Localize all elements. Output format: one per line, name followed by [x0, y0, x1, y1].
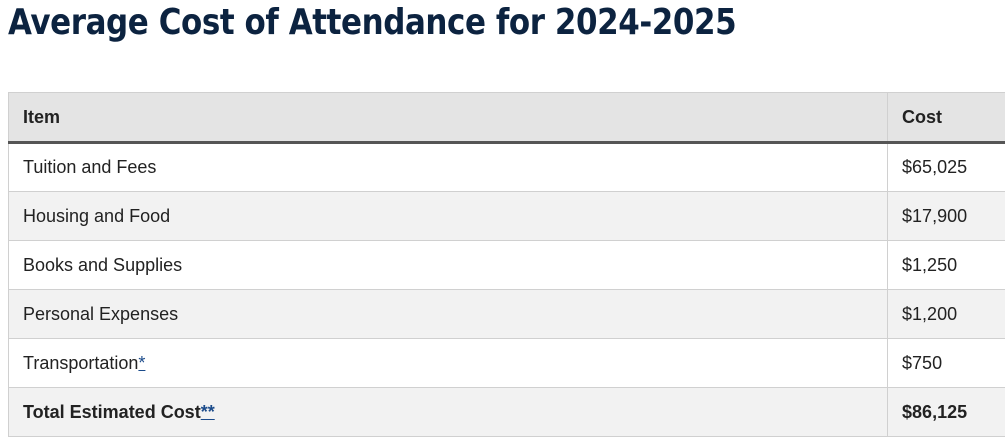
cost-cell: $17,900 [887, 191, 1005, 241]
total-item-cell: Total Estimated Cost** [7, 387, 889, 437]
total-cost-cell: $86,125 [887, 387, 1005, 437]
table-row: Housing and Food $17,900 [7, 191, 1005, 241]
page-title: Average Cost of Attendance for 2024-2025 [8, 2, 737, 43]
item-label: Personal Expenses [23, 303, 179, 324]
item-label: Transportation [23, 352, 139, 373]
table-row: Books and Supplies $1,250 [7, 240, 1005, 290]
item-cell: Housing and Food [7, 191, 889, 241]
cost-cell: $1,250 [887, 240, 1005, 290]
transportation-footnote-link[interactable]: * [138, 352, 146, 373]
item-label: Books and Supplies [23, 254, 183, 275]
total-label: Total Estimated Cost [23, 401, 201, 422]
table-row: Personal Expenses $1,200 [7, 289, 1005, 339]
item-cell: Tuition and Fees [7, 142, 889, 192]
table-row: Transportation* $750 [7, 338, 1005, 388]
table-header-row: Item Cost [7, 92, 1005, 144]
cost-cell: $65,025 [887, 142, 1005, 192]
table-row: Tuition and Fees $65,025 [7, 142, 1005, 192]
column-header-item: Item [7, 92, 889, 144]
item-label: Housing and Food [23, 205, 171, 226]
column-header-cost: Cost [887, 92, 1005, 144]
item-label: Tuition and Fees [23, 157, 157, 177]
item-cell: Books and Supplies [7, 240, 889, 290]
item-cell: Personal Expenses [7, 289, 889, 339]
total-row: Total Estimated Cost** $86,125 [7, 387, 1005, 437]
total-footnote-link[interactable]: ** [200, 401, 215, 422]
item-cell: Transportation* [7, 338, 889, 388]
cost-cell: $1,200 [887, 289, 1005, 339]
cost-of-attendance-table: Item Cost Tuition and Fees $65,025 Housi… [7, 92, 1005, 437]
cost-cell: $750 [887, 338, 1005, 388]
